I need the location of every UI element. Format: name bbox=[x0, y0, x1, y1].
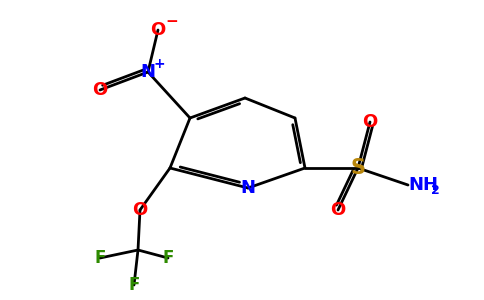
Text: O: O bbox=[151, 21, 166, 39]
Text: F: F bbox=[94, 249, 106, 267]
Text: F: F bbox=[162, 249, 174, 267]
Text: O: O bbox=[92, 81, 107, 99]
Text: N: N bbox=[140, 63, 155, 81]
Text: O: O bbox=[363, 113, 378, 131]
Text: O: O bbox=[331, 201, 346, 219]
Text: 2: 2 bbox=[431, 184, 439, 197]
Text: +: + bbox=[153, 57, 165, 71]
Text: O: O bbox=[133, 201, 148, 219]
Text: N: N bbox=[241, 179, 256, 197]
Text: −: − bbox=[166, 14, 179, 29]
Text: S: S bbox=[350, 158, 365, 178]
Text: NH: NH bbox=[408, 176, 438, 194]
Text: F: F bbox=[128, 276, 140, 294]
